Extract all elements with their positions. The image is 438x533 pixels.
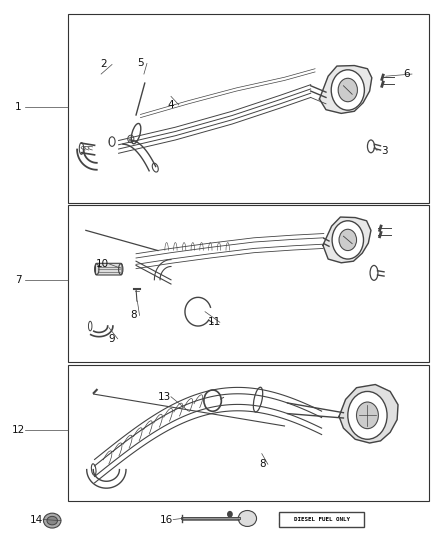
Polygon shape bbox=[323, 217, 371, 263]
Text: 3: 3 bbox=[381, 146, 388, 156]
Ellipse shape bbox=[43, 513, 61, 528]
Polygon shape bbox=[319, 66, 372, 114]
Text: 4: 4 bbox=[168, 100, 174, 110]
Bar bbox=[68, 14, 428, 203]
Bar bbox=[279, 512, 364, 527]
Text: 9: 9 bbox=[109, 334, 115, 344]
Bar bbox=[68, 205, 428, 362]
Text: 11: 11 bbox=[208, 317, 221, 327]
Ellipse shape bbox=[238, 511, 257, 527]
Text: DIESEL FUEL ONLY: DIESEL FUEL ONLY bbox=[294, 517, 350, 522]
Text: 5: 5 bbox=[137, 59, 144, 68]
Text: 2: 2 bbox=[100, 60, 106, 69]
Circle shape bbox=[228, 512, 232, 517]
Circle shape bbox=[357, 402, 378, 429]
FancyBboxPatch shape bbox=[95, 263, 122, 275]
Text: 8: 8 bbox=[131, 310, 137, 320]
Text: 6: 6 bbox=[403, 69, 410, 79]
Text: 8: 8 bbox=[259, 459, 266, 469]
Text: 12: 12 bbox=[11, 425, 25, 435]
Text: 1: 1 bbox=[15, 102, 21, 112]
Text: 14: 14 bbox=[30, 514, 43, 524]
Circle shape bbox=[348, 391, 387, 439]
Text: 10: 10 bbox=[95, 259, 109, 269]
Circle shape bbox=[332, 221, 364, 259]
Circle shape bbox=[338, 78, 357, 102]
Text: 16: 16 bbox=[160, 514, 173, 524]
Polygon shape bbox=[339, 384, 398, 443]
Bar bbox=[68, 365, 428, 502]
Text: 7: 7 bbox=[15, 275, 21, 285]
Ellipse shape bbox=[47, 516, 57, 525]
Text: 13: 13 bbox=[158, 392, 171, 402]
Circle shape bbox=[331, 70, 364, 110]
Circle shape bbox=[339, 229, 357, 251]
Text: 15: 15 bbox=[315, 514, 328, 524]
